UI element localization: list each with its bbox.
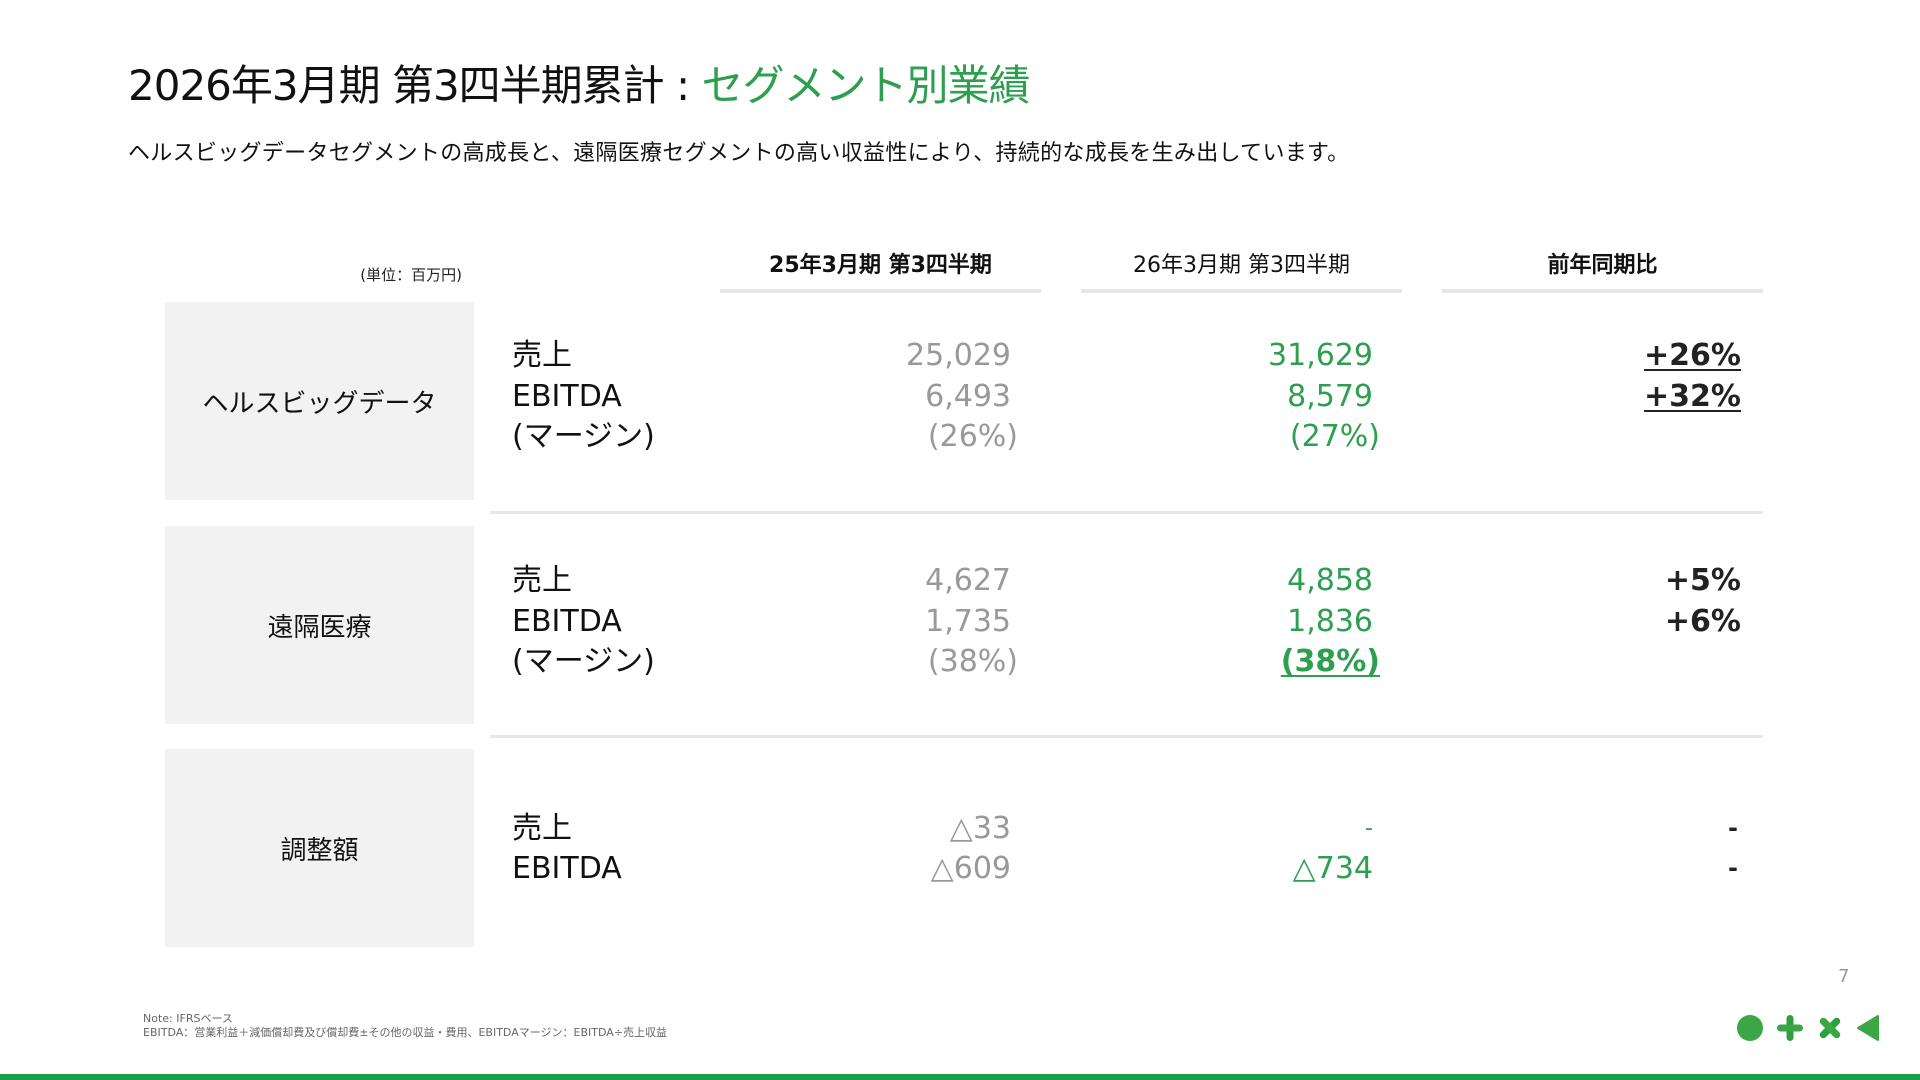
page-title-accent: セグメント別業績: [701, 61, 1031, 110]
value-curr-sales: 31,629: [1268, 338, 1373, 373]
circle-icon: [1737, 1015, 1763, 1041]
value-curr-sales: -: [1365, 816, 1373, 841]
unit-label: (単位：百万円): [360, 266, 462, 284]
segment-name: ヘルスビッグデータ: [202, 388, 437, 419]
triangle-left-icon: [1857, 1015, 1879, 1041]
value-curr-margin: (38%): [1280, 644, 1380, 679]
footnote-line-2: EBITDA：営業利益＋減価償却費及び償却費±その他の収益・費用、EBITDAマ…: [143, 1026, 667, 1039]
footnote-line-1: Note: IFRSベース: [143, 1012, 233, 1025]
value-prev-sales: 4,627: [925, 563, 1011, 598]
column-underline: [1442, 289, 1763, 293]
row-label-sales: 売上: [512, 563, 572, 598]
row-separator: [490, 511, 1763, 514]
brand-logo: [1736, 1012, 1886, 1044]
column-underline: [1081, 289, 1402, 293]
page-title: 2026年3月期 第3四半期累計 : セグメント別業績: [128, 58, 1031, 114]
segment-label-telemedicine: 遠隔医療: [165, 526, 474, 724]
page-subtitle: ヘルスビッグデータセグメントの高成長と、遠隔医療セグメントの高い収益性により、持…: [128, 141, 1350, 166]
column-header-prev: 25年3月期 第3四半期: [769, 253, 992, 278]
value-prev-margin: (26%): [927, 419, 1018, 454]
cross-icon: [1819, 1017, 1841, 1039]
value-prev-sales: 25,029: [906, 338, 1011, 373]
value-prev-ebitda: △609: [930, 851, 1011, 886]
row-label-ebitda: EBITDA: [512, 379, 622, 414]
value-curr-margin: (27%): [1289, 419, 1380, 454]
value-yoy-ebitda: +32%: [1644, 379, 1741, 414]
footnote: Note: IFRSベース EBITDA：営業利益＋減価償却費及び償却費±その他…: [143, 1012, 667, 1040]
value-prev-ebitda: 1,735: [925, 604, 1011, 639]
page-title-prefix: 2026年3月期 第3四半期累計 :: [128, 61, 702, 110]
row-label-margin: (マージン): [512, 644, 655, 679]
column-underline: [720, 289, 1041, 293]
column-header-curr: 26年3月期 第3四半期: [1133, 253, 1350, 278]
column-header-yoy: 前年同期比: [1547, 253, 1658, 278]
plus-icon: [1777, 1015, 1803, 1041]
value-prev-sales: △33: [949, 811, 1011, 846]
segment-label-health-big-data: ヘルスビッグデータ: [165, 302, 474, 500]
value-yoy-sales: -: [1728, 814, 1738, 842]
segment-label-adjustments: 調整額: [165, 749, 474, 947]
row-label-ebitda: EBITDA: [512, 604, 622, 639]
value-yoy-sales: +26%: [1644, 338, 1741, 373]
row-label-margin: (マージン): [512, 419, 655, 454]
row-label-ebitda: EBITDA: [512, 851, 622, 886]
value-curr-ebitda: △734: [1292, 851, 1373, 886]
bottom-accent-bar: [0, 1074, 1920, 1080]
value-curr-sales: 4,858: [1287, 563, 1373, 598]
segment-name: 調整額: [280, 835, 359, 866]
value-prev-margin: (38%): [927, 644, 1018, 679]
value-prev-ebitda: 6,493: [925, 379, 1011, 414]
value-curr-ebitda: 1,836: [1287, 604, 1373, 639]
value-curr-ebitda: 8,579: [1287, 379, 1373, 414]
value-yoy-ebitda: +6%: [1664, 604, 1741, 639]
value-yoy-sales: +5%: [1664, 563, 1741, 598]
value-yoy-ebitda: -: [1728, 854, 1738, 882]
row-label-sales: 売上: [512, 811, 572, 846]
row-label-sales: 売上: [512, 338, 572, 373]
row-separator: [490, 735, 1763, 738]
segment-name: 遠隔医療: [267, 612, 372, 643]
page-number: 7: [1838, 966, 1850, 987]
